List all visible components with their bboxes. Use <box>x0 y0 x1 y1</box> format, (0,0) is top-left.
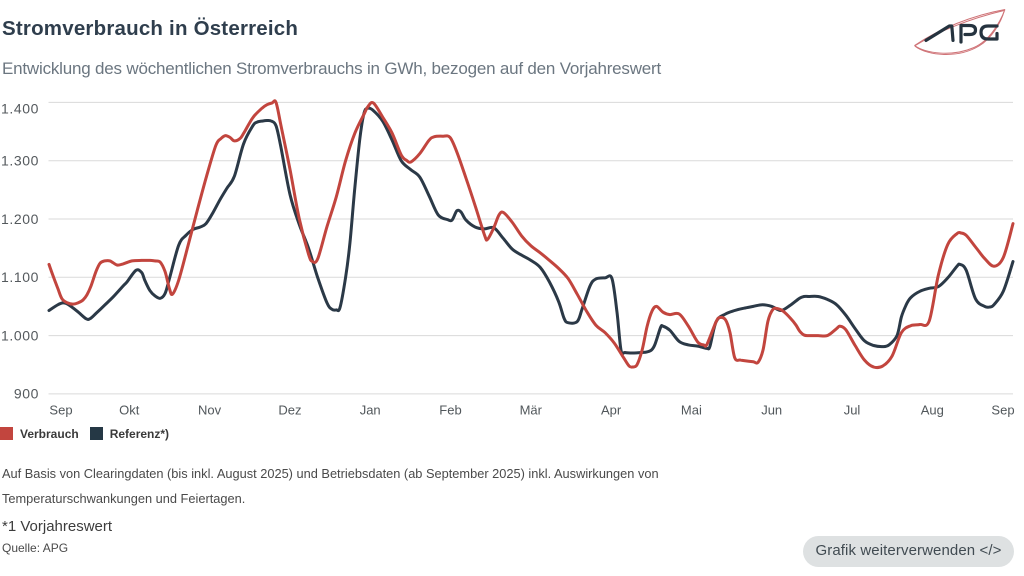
svg-text:Apr: Apr <box>601 403 622 418</box>
svg-text:Feb: Feb <box>439 403 461 418</box>
svg-text:900: 900 <box>14 386 39 402</box>
svg-text:1.000: 1.000 <box>1 327 39 343</box>
svg-text:Sep: Sep <box>49 403 72 418</box>
svg-text:1.300: 1.300 <box>1 153 39 169</box>
svg-text:1.100: 1.100 <box>1 269 39 285</box>
svg-text:Mär: Mär <box>520 403 543 418</box>
svg-text:Sep: Sep <box>991 403 1014 418</box>
svg-text:Jul: Jul <box>844 403 861 418</box>
svg-text:Aug: Aug <box>921 403 944 418</box>
svg-text:Mai: Mai <box>681 403 702 418</box>
svg-text:1.200: 1.200 <box>1 211 39 227</box>
svg-text:Jun: Jun <box>761 403 782 418</box>
svg-text:Jan: Jan <box>360 403 381 418</box>
svg-text:1.400: 1.400 <box>1 101 39 117</box>
svg-text:Dez: Dez <box>278 403 301 418</box>
svg-text:Okt: Okt <box>119 403 140 418</box>
svg-text:Nov: Nov <box>198 403 222 418</box>
